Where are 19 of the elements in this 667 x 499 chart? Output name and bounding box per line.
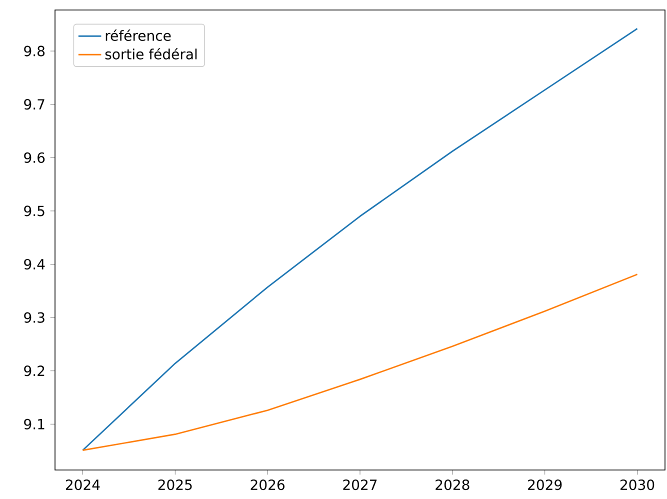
- y-tick-label: 9.8: [24, 46, 45, 56]
- line-series: [82, 274, 638, 451]
- y-tick-label: 9.3: [24, 312, 44, 323]
- y-tick-label: 9.6: [24, 152, 45, 163]
- x-tick-label: 2026: [250, 479, 284, 490]
- x-tick-label: 2027: [343, 479, 377, 490]
- x-tick-label: 2028: [436, 479, 470, 490]
- y-tick-label: 9.1: [24, 418, 44, 430]
- y-tick-label: 9.5: [24, 206, 44, 216]
- legend-label: sortie fédéral: [105, 48, 197, 60]
- x-tick-label: 2029: [528, 479, 562, 490]
- y-tick-label: 9.7: [24, 99, 44, 110]
- x-tick-label: 2024: [66, 479, 100, 490]
- y-tick-label: 9.2: [24, 366, 44, 376]
- legend-label: référence: [106, 30, 171, 41]
- x-tick-label: 2025: [158, 479, 192, 490]
- y-tick-label: 9.4: [24, 258, 45, 270]
- line-series: [82, 28, 638, 451]
- x-tick-label: 2030: [620, 479, 654, 490]
